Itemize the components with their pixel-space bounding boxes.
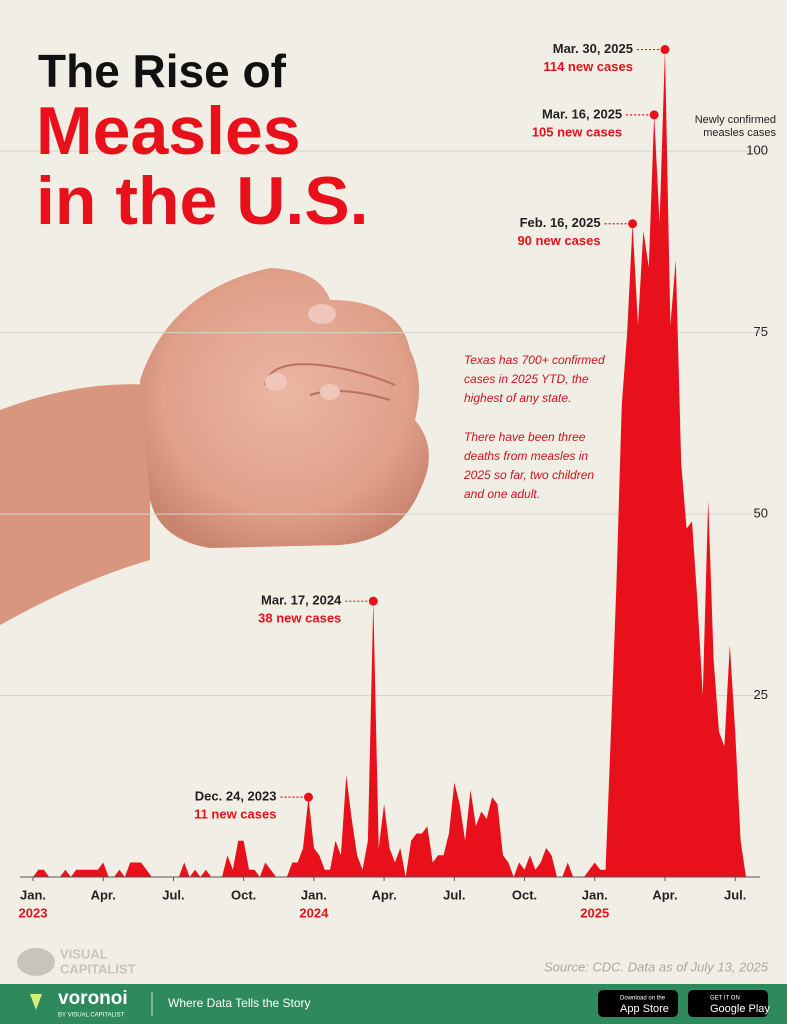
footer-brand: voronoi — [58, 988, 128, 1009]
x-tick-label: Oct. — [231, 887, 256, 902]
y-tick-label: 25 — [754, 687, 768, 702]
x-tick-label: Jul. — [443, 887, 465, 902]
note-line: cases in 2025 YTD, the — [464, 372, 589, 386]
source: Source: CDC. Data as of July 13, 2025 — [544, 959, 769, 974]
annotation-dot — [368, 596, 378, 606]
note-line: Texas has 700+ confirmed — [464, 353, 605, 367]
note: Texas has 700+ confirmed cases in 2025 YT… — [463, 353, 605, 501]
logo-text: VISUAL — [60, 946, 108, 961]
area — [33, 49, 746, 878]
title: The Rise of Measles in the U.S. — [36, 45, 368, 239]
x-tick-label: Jan. — [20, 887, 46, 902]
annotation-dot — [303, 792, 313, 802]
annotation-date: Dec. 24, 2023 — [195, 789, 277, 804]
annotation-cases: 105 new cases — [532, 124, 622, 139]
annotation-cases: 38 new cases — [258, 611, 341, 626]
hand-photo — [0, 268, 429, 625]
note-line: and one adult. — [464, 487, 540, 501]
badge-text: Google Play — [710, 1003, 770, 1015]
annotation-date: Feb. 16, 2025 — [520, 215, 601, 230]
axis-label: Newly confirmed — [695, 114, 776, 126]
x-year-label: 2025 — [580, 905, 609, 920]
title-line: in the U.S. — [36, 163, 368, 239]
x-tick-label: Oct. — [512, 887, 537, 902]
note-line: deaths from measles in — [464, 449, 588, 463]
x-tick-label: Apr. — [371, 887, 396, 902]
note-line: 2025 so far, two children — [463, 468, 594, 482]
x-tick-label: Jan. — [301, 887, 327, 902]
annotation-dot — [649, 110, 659, 120]
title-line: The Rise of — [38, 45, 287, 97]
app-store-badge[interactable] — [598, 990, 678, 1017]
badge-text: App Store — [620, 1003, 669, 1015]
x-tick-label: Jan. — [582, 887, 608, 902]
x-tick-label: Jul. — [162, 887, 184, 902]
logo: VISUAL CAPITALIST — [17, 946, 136, 976]
footer-by: BY VISUAL CAPITALIST — [58, 1013, 125, 1019]
title-line: Measles — [36, 93, 301, 169]
y-tick-label: 100 — [746, 143, 768, 158]
annotation-cases: 90 new cases — [517, 233, 600, 248]
y-tick-label: 75 — [754, 324, 768, 339]
badge-text: GET IT ON — [710, 996, 740, 1002]
annotation-date: Mar. 30, 2025 — [553, 41, 633, 56]
google-play-badge[interactable] — [688, 990, 768, 1017]
x-tick-label: Apr. — [91, 887, 116, 902]
tagline: Where Data Tells the Story — [168, 996, 311, 1010]
annotation-dot — [660, 45, 670, 55]
x-year-label: 2024 — [299, 905, 329, 920]
note-line: highest of any state. — [464, 391, 571, 405]
y-tick-label: 50 — [754, 506, 768, 521]
x-year-label: 2023 — [19, 905, 48, 920]
annotation-date: Mar. 17, 2024 — [261, 593, 342, 608]
footer: voronoi BY VISUAL CAPITALIST Where Data … — [0, 984, 787, 1024]
badge-text: Download on the — [620, 996, 666, 1002]
annotation-dot — [628, 219, 638, 229]
annotation-date: Mar. 16, 2025 — [542, 106, 622, 121]
x-tick-label: Apr. — [652, 887, 677, 902]
x-tick-label: Jul. — [724, 887, 746, 902]
axis-label: measles cases — [703, 127, 776, 139]
annotation-cases: 114 new cases — [543, 59, 633, 74]
note-line: There have been three — [464, 430, 586, 444]
annotation-cases: 11 new cases — [194, 807, 276, 822]
logo-text: CAPITALIST — [60, 961, 136, 976]
